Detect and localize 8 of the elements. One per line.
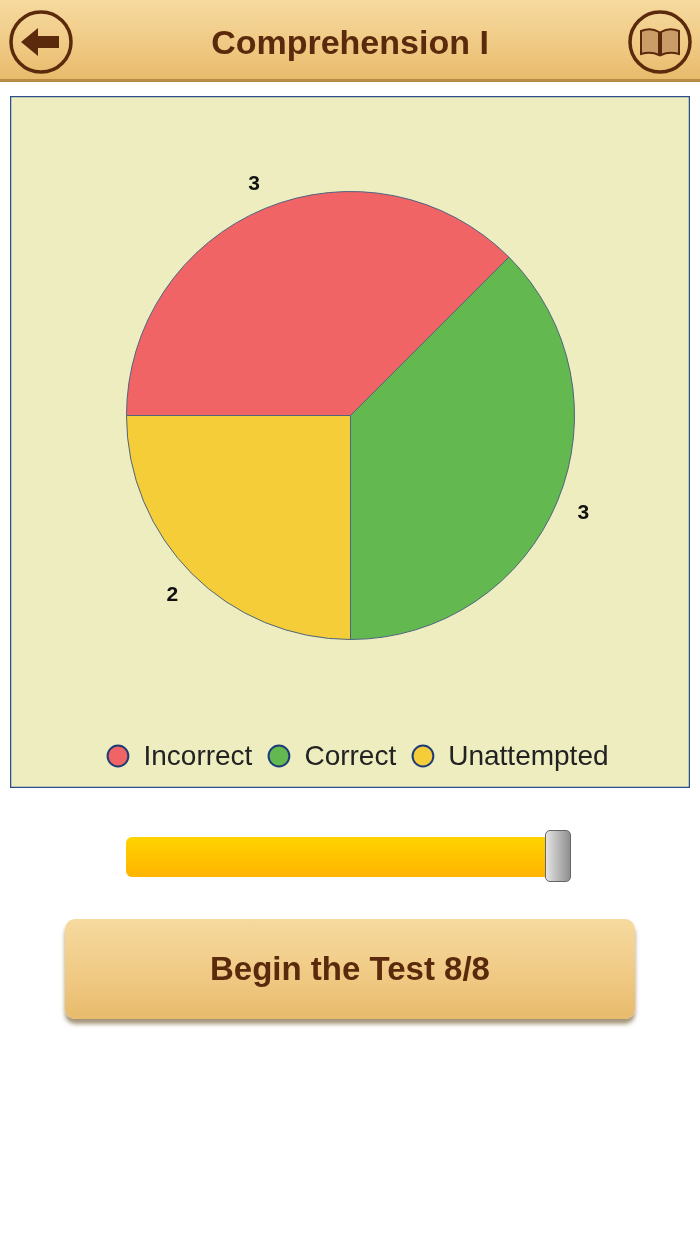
legend-label: Incorrect (143, 739, 253, 772)
data-label: 3 (577, 499, 590, 523)
data-label: 3 (248, 170, 260, 194)
chart-title: Comprehension I (210, 22, 490, 63)
legend-label: Correct (304, 739, 397, 772)
data-label: 2 (166, 581, 179, 605)
text: Begin the Test 8/8 (65, 919, 635, 1019)
legend-label: Unattempted (448, 739, 609, 772)
